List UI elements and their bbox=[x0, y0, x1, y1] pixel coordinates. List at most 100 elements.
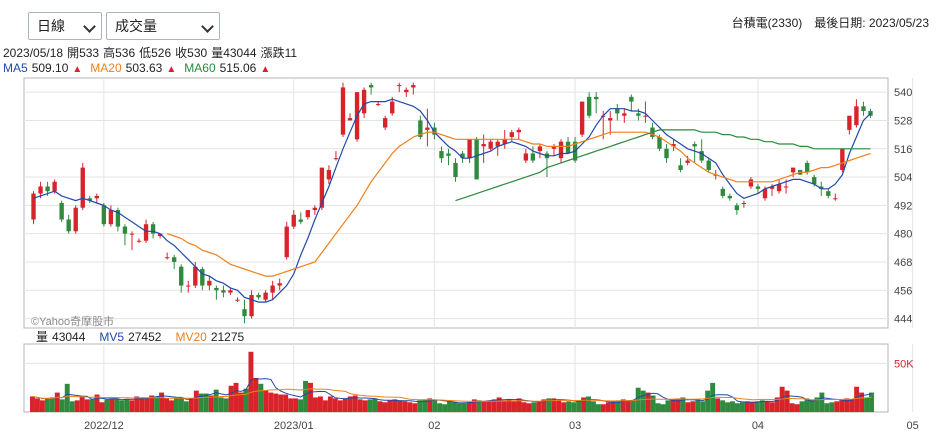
volume-bar bbox=[437, 403, 443, 412]
volume-bar bbox=[183, 401, 189, 412]
volume-bar bbox=[342, 398, 348, 412]
price-tick-label: 528 bbox=[894, 115, 912, 127]
candle-body bbox=[762, 188, 768, 199]
candle-body bbox=[453, 162, 458, 178]
candle-body bbox=[805, 162, 810, 173]
candle-body bbox=[671, 144, 676, 147]
volume-bar bbox=[784, 390, 790, 412]
watermark: ©Yahoo奇摩股市 bbox=[31, 314, 114, 328]
volume-bar bbox=[273, 393, 279, 412]
volume-bar bbox=[288, 398, 294, 412]
candle-body bbox=[298, 219, 303, 222]
candle-body bbox=[608, 118, 613, 121]
price-tick-label: 540 bbox=[894, 87, 912, 99]
candle-body bbox=[108, 210, 114, 225]
volume-bar bbox=[382, 402, 388, 412]
volume-bar bbox=[303, 380, 309, 412]
candle-body bbox=[755, 186, 761, 189]
volume-bar bbox=[586, 396, 591, 412]
volume-legend: 量 43044 MV5 27452 MV20 21275 bbox=[36, 330, 245, 344]
ma-legend: MA5 509.10 ▲ MA20 503.63 ▲ MA60 515.06 ▲ bbox=[3, 61, 278, 75]
volume-bar bbox=[54, 392, 60, 412]
volume-bar bbox=[392, 399, 398, 412]
volume-bar bbox=[134, 396, 140, 412]
ma5-line bbox=[33, 98, 871, 303]
candle-body bbox=[31, 193, 36, 220]
volume-bar bbox=[104, 399, 110, 412]
candle-body bbox=[270, 285, 275, 293]
volume-bar bbox=[223, 398, 229, 412]
candle-body bbox=[228, 290, 233, 293]
header-info: 台積電(2330) 最後日期: 2023/05/23 bbox=[720, 14, 929, 31]
volume-bar bbox=[561, 402, 567, 412]
candle-body bbox=[136, 240, 142, 242]
candle-body bbox=[411, 85, 416, 88]
candle-body bbox=[629, 96, 634, 102]
candle-body bbox=[558, 141, 564, 159]
volume-bar bbox=[571, 402, 577, 412]
candle-body bbox=[383, 118, 388, 128]
stock-name: 台積電(2330) bbox=[731, 16, 803, 30]
volume-bar bbox=[759, 400, 765, 412]
candle-body bbox=[439, 151, 444, 159]
volume-bar bbox=[228, 385, 234, 412]
candle-body bbox=[643, 115, 648, 117]
volume-value: 43044 bbox=[52, 330, 86, 344]
ma60-label: MA60 bbox=[184, 61, 216, 75]
candle-body bbox=[312, 207, 318, 211]
volume-bar bbox=[39, 400, 45, 412]
candle-body bbox=[537, 146, 543, 152]
volume-bar bbox=[412, 403, 418, 412]
volume-bar bbox=[178, 397, 184, 412]
candle-body bbox=[284, 226, 289, 258]
candle-body bbox=[150, 224, 156, 234]
candle-body bbox=[734, 205, 740, 211]
volume-bar bbox=[89, 399, 95, 412]
volume-bar bbox=[407, 402, 413, 412]
volume-bar bbox=[749, 402, 755, 412]
candle-body bbox=[277, 283, 282, 286]
volume-bar bbox=[481, 401, 487, 412]
candle-body bbox=[425, 127, 430, 130]
mv5-line bbox=[32, 378, 872, 404]
candle-body bbox=[636, 113, 641, 116]
candle-body bbox=[446, 153, 451, 156]
mv20-value: 21275 bbox=[211, 330, 245, 344]
mv5-value: 27452 bbox=[128, 330, 162, 344]
volume-bar bbox=[213, 389, 219, 412]
volume-bar bbox=[591, 401, 596, 412]
volume-bar bbox=[432, 399, 438, 412]
volume-bar bbox=[322, 400, 328, 412]
volume-bar bbox=[690, 401, 696, 412]
volume-bar bbox=[327, 396, 333, 412]
candle-body bbox=[179, 266, 184, 286]
volume-bar bbox=[576, 400, 582, 412]
volume-bar bbox=[730, 401, 735, 412]
candle-body bbox=[495, 141, 500, 147]
volume-bar bbox=[159, 392, 165, 412]
candle-body bbox=[840, 148, 845, 170]
price-tick-label: 480 bbox=[894, 229, 912, 241]
candle-body bbox=[418, 120, 423, 137]
volume-bar bbox=[754, 401, 760, 412]
candle-body bbox=[45, 186, 50, 192]
candle-body bbox=[551, 146, 557, 149]
volume-bar bbox=[675, 398, 681, 412]
period-select[interactable]: 日線 bbox=[28, 12, 102, 40]
volume-bar bbox=[615, 400, 621, 412]
ma60-legend: MA60 515.06 ▲ bbox=[184, 61, 274, 75]
candle-body bbox=[326, 169, 332, 180]
volume-bar bbox=[397, 400, 403, 412]
indicator-select[interactable]: 成交量 bbox=[106, 12, 220, 40]
volume-bar bbox=[263, 390, 269, 412]
volume-bar bbox=[402, 401, 408, 412]
up-triangle-icon: ▲ bbox=[166, 64, 177, 75]
candle-body bbox=[347, 118, 353, 121]
candle-body bbox=[474, 139, 479, 180]
quote-date: 2023/05/18 bbox=[3, 46, 64, 60]
volume-bar bbox=[124, 399, 130, 412]
volume-bar bbox=[864, 397, 870, 412]
ma5-label: MA5 bbox=[3, 61, 28, 75]
candle-body bbox=[59, 203, 64, 220]
